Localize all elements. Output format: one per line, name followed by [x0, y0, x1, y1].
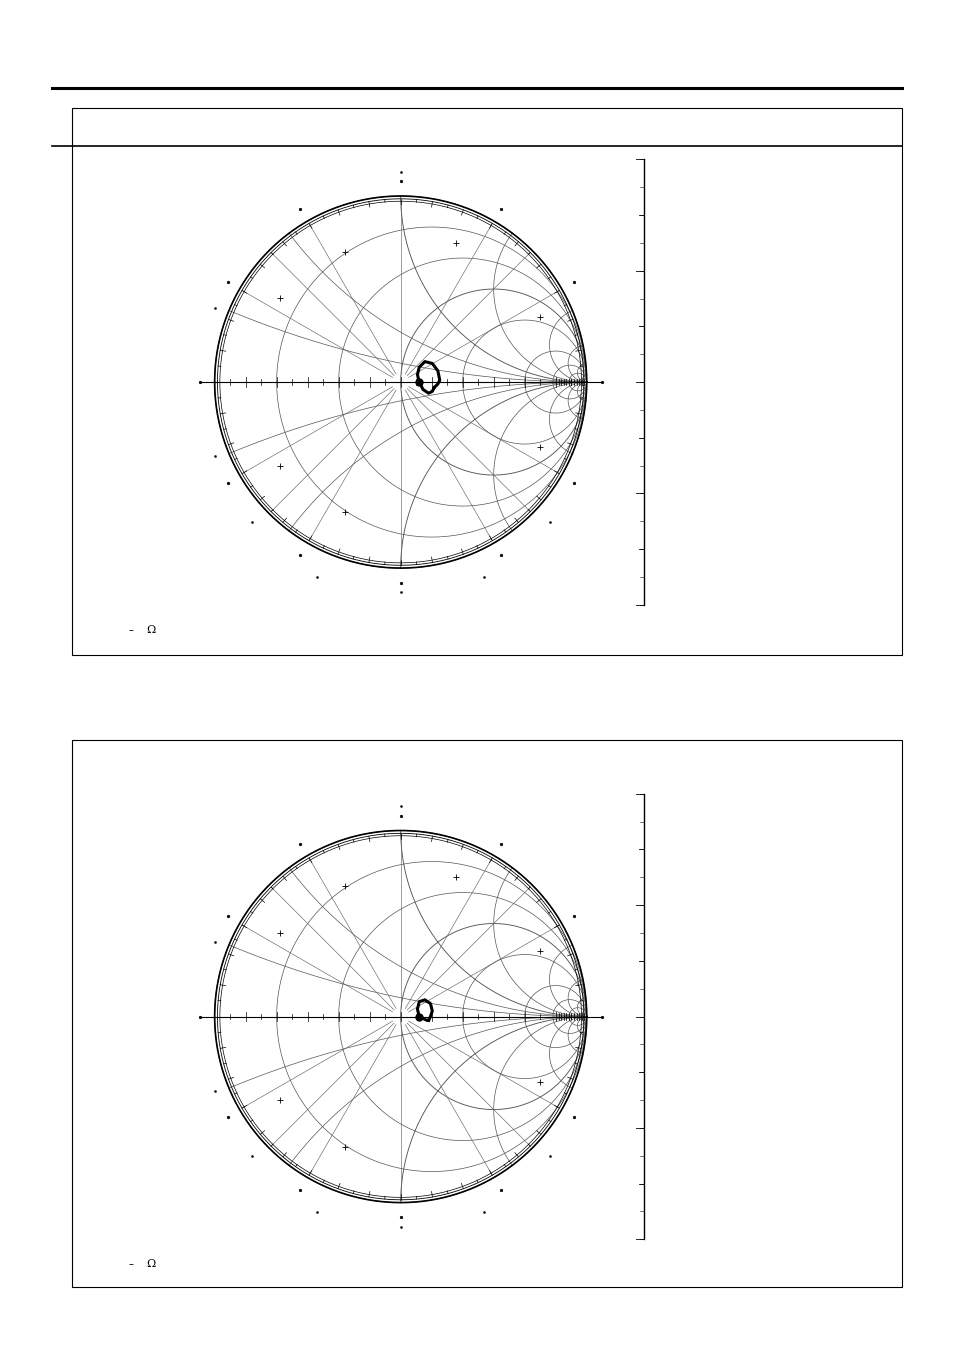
Bar — [71, 740, 901, 1287]
Bar — [71, 108, 901, 655]
Text: Ω: Ω — [146, 625, 155, 636]
Text: –: – — [129, 625, 133, 636]
Text: Ω: Ω — [146, 1258, 155, 1269]
Text: –: – — [129, 1258, 133, 1269]
